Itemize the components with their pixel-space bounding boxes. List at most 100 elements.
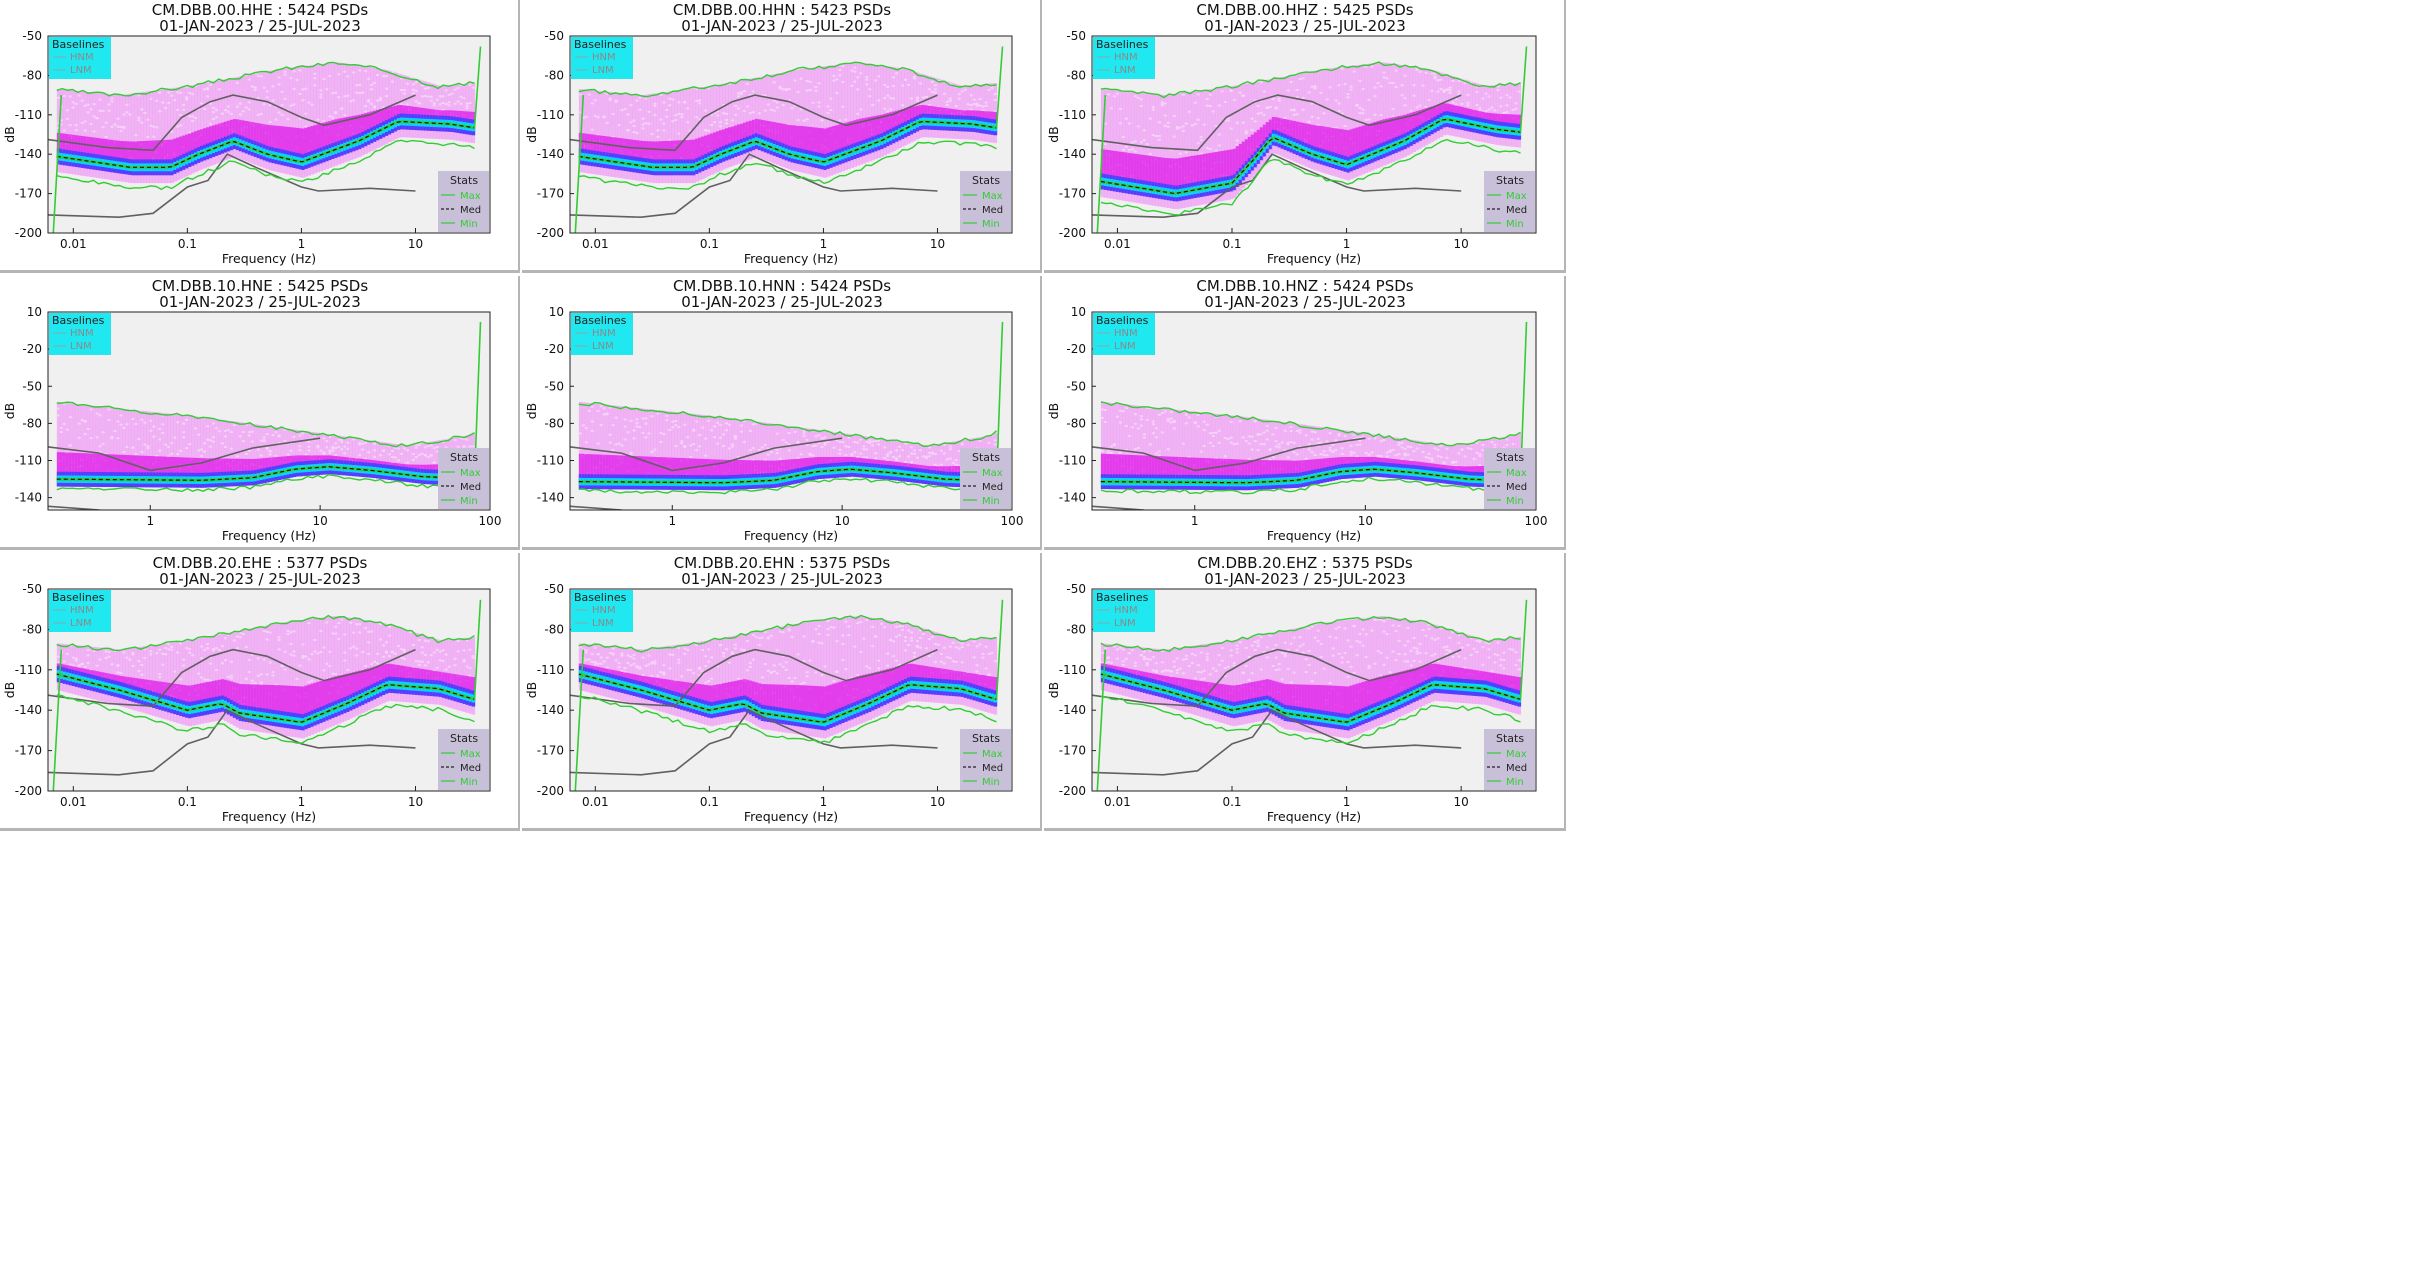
density-cell <box>596 442 601 445</box>
density-cell <box>665 457 669 490</box>
density-cell <box>1394 69 1399 72</box>
density-cell <box>1361 87 1366 90</box>
density-cell <box>83 120 88 123</box>
density-cell <box>817 82 822 85</box>
density-cell <box>716 131 720 165</box>
density-cell <box>128 409 133 485</box>
density-cell <box>793 104 798 107</box>
density-cell <box>68 134 73 167</box>
density-cell <box>265 446 270 449</box>
density-cell <box>1214 88 1219 203</box>
density-cell <box>823 430 828 477</box>
density-cell <box>134 453 138 456</box>
density-cell <box>1481 97 1486 100</box>
density-cell <box>838 124 842 165</box>
density-cell <box>331 62 335 167</box>
density-cell <box>194 85 198 88</box>
density-cell <box>665 115 669 118</box>
density-cell <box>364 105 368 108</box>
density-cell <box>662 101 666 104</box>
density-cell <box>349 437 353 474</box>
density-cell <box>596 134 601 137</box>
density-cell <box>1136 125 1141 128</box>
density-cell <box>659 440 663 443</box>
density-cell <box>835 125 840 166</box>
density-cell <box>277 69 282 173</box>
density-cell <box>280 104 285 107</box>
density-cell <box>1178 152 1183 155</box>
density-cell <box>608 406 613 409</box>
density-cell <box>358 441 362 444</box>
density-cell <box>1394 116 1399 153</box>
density-cell <box>405 449 410 452</box>
density-cell <box>596 409 601 412</box>
density-cell <box>668 91 672 184</box>
density-cell <box>143 111 147 114</box>
density-cell <box>304 65 309 177</box>
density-cell <box>1115 90 1120 200</box>
density-cell <box>116 437 121 440</box>
density-cell <box>220 79 225 162</box>
density-cell <box>748 78 753 160</box>
density-cell <box>775 73 780 165</box>
density-cell <box>799 69 804 173</box>
density-cell <box>1442 89 1447 92</box>
density-cell <box>1391 81 1396 84</box>
density-cell <box>623 406 628 487</box>
density-cell <box>68 124 73 127</box>
density-cell <box>349 116 353 153</box>
density-cell <box>107 407 112 485</box>
density-cell <box>1496 89 1501 92</box>
density-cell <box>1211 88 1216 203</box>
stats-legend-entry: Med <box>460 205 481 216</box>
density-cell <box>223 445 228 448</box>
density-cell <box>167 455 171 458</box>
density-cell <box>316 432 320 473</box>
density-cell <box>1151 94 1156 206</box>
density-cell <box>775 424 780 485</box>
density-cell <box>468 101 473 104</box>
density-cell <box>1223 87 1228 201</box>
density-cell <box>626 128 631 131</box>
density-cell <box>668 457 672 490</box>
density-cell <box>695 87 699 182</box>
x-tick-label: 0.01 <box>60 237 87 251</box>
density-cell <box>635 418 640 421</box>
density-cell <box>465 104 470 107</box>
density-cell <box>799 453 804 456</box>
density-cell <box>390 80 395 83</box>
density-cell <box>826 127 831 169</box>
density-cell <box>1181 92 1186 209</box>
density-cell <box>265 433 270 436</box>
density-cell <box>590 134 595 167</box>
density-cell <box>328 449 332 452</box>
density-cell <box>1301 77 1306 80</box>
density-cell <box>656 457 660 490</box>
density-cell <box>200 454 204 457</box>
density-cell <box>877 115 881 151</box>
density-cell <box>1184 156 1189 200</box>
density-cell <box>1199 154 1204 197</box>
density-cell <box>125 423 130 426</box>
density-cell <box>638 140 643 174</box>
y-tick-label: -170 <box>1059 187 1086 201</box>
density-cell <box>390 450 395 453</box>
density-cell <box>247 101 252 104</box>
density-cell <box>698 445 702 448</box>
nlnm-line <box>570 153 938 219</box>
density-cell <box>787 443 792 446</box>
density-cell <box>695 138 699 174</box>
density-cell <box>146 447 150 450</box>
density-cell <box>865 83 869 86</box>
x-tick-label: 100 <box>479 514 502 528</box>
density-cell <box>623 107 628 110</box>
density-cell <box>674 412 678 488</box>
density-cell <box>662 433 666 436</box>
density-cell <box>1499 96 1504 99</box>
density-cell <box>376 74 380 77</box>
density-cell <box>698 99 702 102</box>
density-cell <box>823 66 828 178</box>
density-cell <box>617 124 622 127</box>
density-cell <box>817 105 822 108</box>
